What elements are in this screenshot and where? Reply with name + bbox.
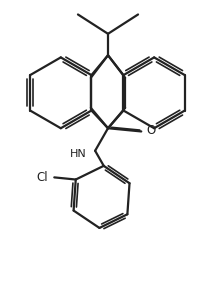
Text: Cl: Cl [36, 171, 48, 184]
Text: O: O [147, 124, 156, 137]
Text: HN: HN [70, 149, 87, 159]
